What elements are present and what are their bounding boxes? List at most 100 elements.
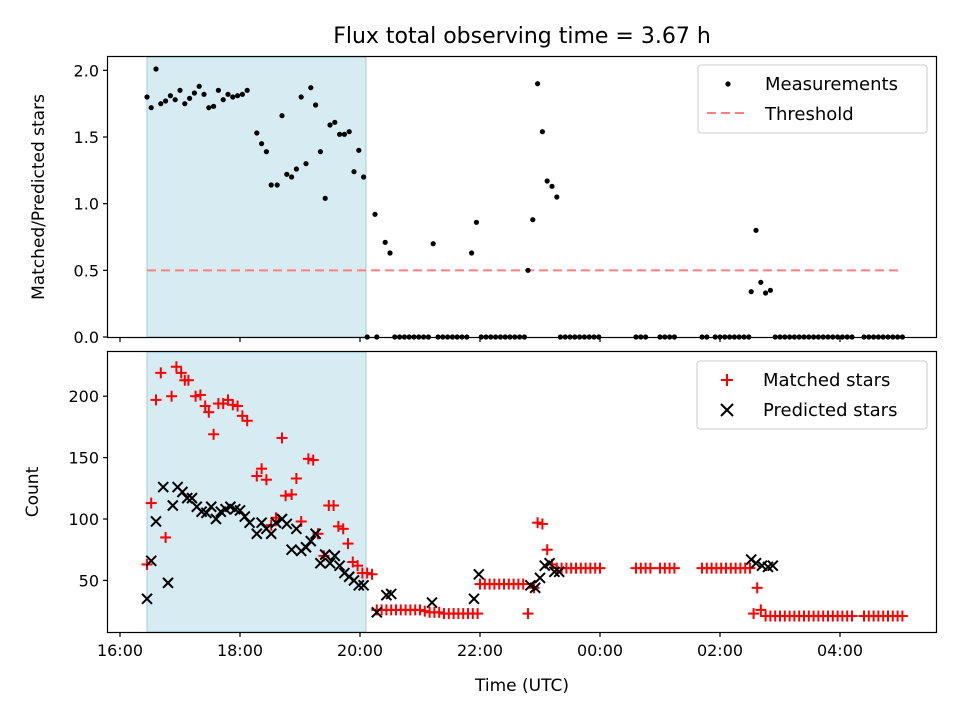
predicted-stars-point	[305, 535, 317, 547]
measurement-point	[554, 194, 560, 200]
measurement-point	[341, 131, 347, 137]
measurement-point	[317, 149, 323, 155]
predicted-stars-series	[141, 481, 779, 619]
x-tick-label: 18:00	[217, 641, 263, 660]
measurement-point	[172, 97, 178, 103]
matched-stars-point	[194, 389, 206, 401]
measurement-point	[177, 87, 183, 93]
top-axes-frame	[106, 55, 938, 339]
y-tick-label: 100	[68, 510, 99, 529]
measurement-point	[337, 131, 343, 137]
predicted-stars-point	[357, 579, 370, 592]
x-axis-label: Time (UTC)	[474, 676, 569, 696]
matched-stars-point	[222, 394, 234, 406]
bottom-y-axis-ticks: 50 100 150 200	[68, 387, 108, 590]
matched-stars-point	[160, 531, 172, 543]
measurement-point	[289, 174, 295, 180]
predicted-stars-point	[270, 516, 282, 529]
measurement-point	[530, 217, 536, 223]
x-tick-label: 22:00	[457, 641, 503, 660]
matched-stars-point	[332, 520, 344, 532]
matched-stars-point	[166, 390, 178, 402]
top-panel: 0.00.51.01.52.0 Matched/Predicted stars …	[29, 55, 938, 347]
matched-stars-point	[342, 538, 354, 550]
matched-stars-point	[522, 608, 534, 620]
matched-stars-point	[352, 560, 364, 572]
predicted-stars-point	[426, 596, 438, 609]
measurement-point	[473, 219, 479, 225]
predicted-stars-point	[141, 593, 153, 605]
matched-stars-point	[668, 562, 680, 574]
measurement-point	[544, 178, 550, 184]
matched-stars-point	[644, 562, 656, 574]
predicted-stars-point	[251, 528, 263, 540]
measurement-point	[254, 130, 260, 136]
predicted-stars-point	[529, 582, 541, 594]
predicted-stars-point	[319, 548, 331, 561]
measurement-point	[351, 169, 357, 175]
matched-stars-point	[414, 604, 426, 616]
measurement-point	[244, 87, 250, 93]
y-tick-label: 1.5	[74, 128, 99, 147]
measurement-point	[430, 241, 436, 247]
matched-stars-point	[328, 500, 340, 512]
measurement-point	[758, 279, 764, 285]
matched-stars-point	[337, 523, 349, 535]
matched-stars-point	[145, 497, 157, 509]
predicted-stars-point	[265, 528, 277, 540]
measurement-point	[767, 287, 774, 293]
matched-stars-point	[236, 410, 248, 422]
matched-stars-point	[536, 518, 548, 530]
measurement-point	[182, 101, 188, 107]
predicted-stars-point	[333, 559, 346, 572]
matched-stars-point	[280, 490, 292, 502]
predicted-stars-point	[145, 555, 157, 567]
y-tick-label: 0.0	[74, 328, 99, 347]
predicted-stars-point	[309, 528, 322, 540]
measurement-point	[274, 182, 280, 188]
matched-stars-point	[190, 390, 202, 402]
matched-stars-point	[366, 568, 378, 580]
bottom-legend: Matched stars Predicted stars	[696, 360, 928, 430]
y-tick-label: 150	[68, 449, 99, 468]
measurement-point	[215, 87, 221, 93]
predicted-stars-point	[186, 492, 198, 504]
matched-stars-point	[472, 608, 484, 620]
y-tick-label: 200	[68, 387, 99, 406]
measurement-point	[332, 119, 338, 125]
legend-matched-label: Matched stars	[763, 370, 890, 391]
matched-stars-series	[141, 361, 908, 622]
predicted-stars-point	[324, 557, 336, 569]
measurement-point	[158, 101, 164, 107]
measurement-point	[259, 141, 265, 147]
predicted-stars-point	[210, 513, 222, 525]
measurement-point	[201, 91, 207, 97]
matched-stars-point	[155, 367, 167, 379]
predicted-stars-point	[162, 577, 174, 589]
predicted-stars-point	[353, 579, 365, 592]
matched-stars-point	[532, 517, 544, 529]
predicted-stars-point	[468, 593, 480, 605]
measurement-point	[144, 94, 150, 100]
measurement-point	[153, 66, 159, 72]
measurement-point	[293, 166, 299, 172]
matched-stars-point	[203, 406, 215, 418]
measurement-point	[303, 161, 309, 167]
matched-stars-point	[290, 472, 302, 484]
measurement-point	[148, 105, 154, 111]
predicted-stars-point	[290, 523, 303, 535]
matched-stars-point	[307, 454, 319, 466]
top-y-axis-label: Matched/Predicted stars	[29, 94, 49, 300]
top-x-axis-ticks	[119, 337, 841, 342]
matched-stars-point	[286, 488, 298, 500]
bottom-shaded-region	[146, 351, 367, 633]
predicted-stars-point	[548, 566, 561, 578]
y-tick-label: 50	[79, 571, 99, 590]
matched-stars-point	[170, 361, 182, 373]
legend-measurements-marker	[725, 81, 731, 87]
measurement-point	[211, 103, 217, 109]
measurement-point	[225, 91, 231, 97]
measurement-point	[191, 90, 197, 96]
matched-stars-point	[755, 604, 767, 616]
matched-stars-point	[744, 562, 756, 574]
